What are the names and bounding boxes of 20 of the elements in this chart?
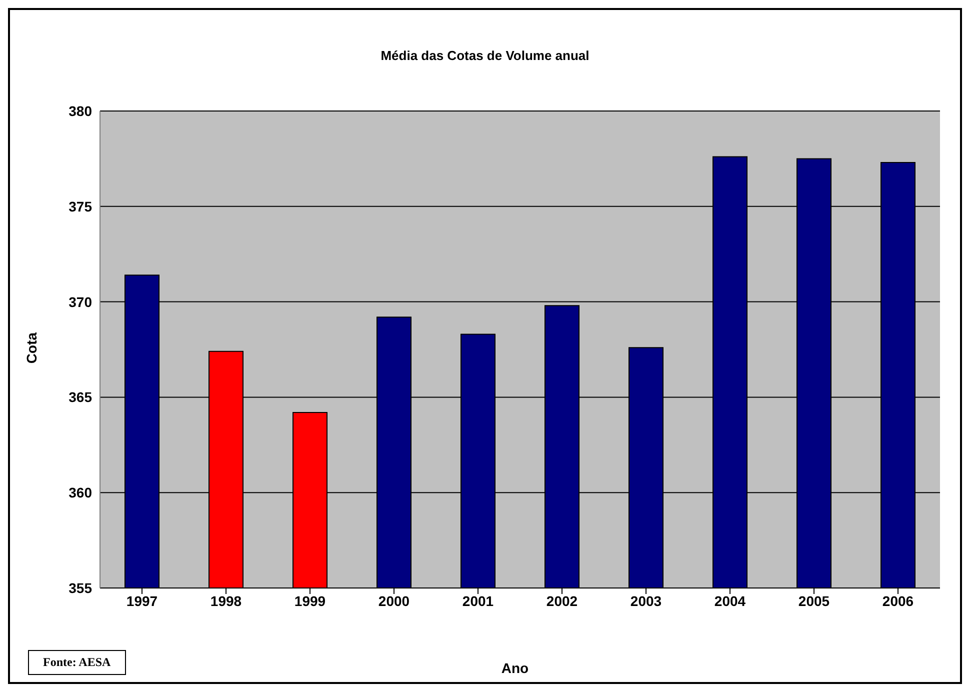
x-tick-label: 2004 <box>714 592 746 609</box>
chart-title: Média das Cotas de Volume anual <box>380 48 590 63</box>
source-note: Fonte: AESA <box>28 650 126 675</box>
x-tick-label: 1998 <box>210 592 242 609</box>
x-tick-label: 2001 <box>462 592 494 609</box>
x-tick-label: 1999 <box>294 592 326 609</box>
y-tick-label: 370 <box>68 294 92 310</box>
y-tick-label: 355 <box>68 580 92 596</box>
x-tick-label: 2005 <box>798 592 830 609</box>
y-axis-title: Cota <box>24 332 40 364</box>
y-tick-label: 380 <box>68 102 92 119</box>
y-tick-label: 375 <box>68 198 92 214</box>
x-tick-label: 2006 <box>882 592 914 609</box>
x-tick-label: 2000 <box>378 592 410 609</box>
y-tick-label: 365 <box>68 389 92 406</box>
x-axis-title: Ano <box>501 660 529 676</box>
x-tick-label: 2002 <box>546 592 578 609</box>
x-tick-label: 1997 <box>126 592 158 609</box>
x-tick-label: 2003 <box>630 592 662 609</box>
y-tick-label: 360 <box>68 484 92 501</box>
